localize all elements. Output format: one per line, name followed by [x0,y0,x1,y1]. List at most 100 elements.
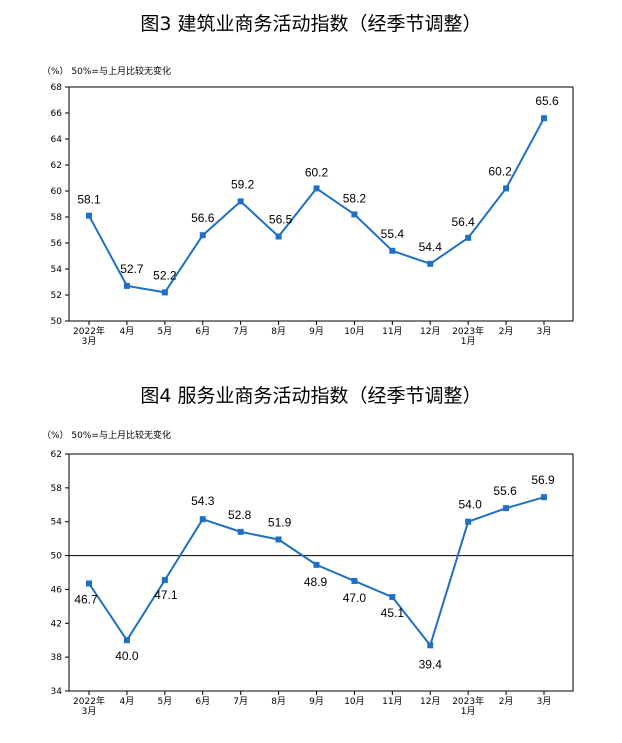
data-label: 54.3 [191,494,215,508]
data-label: 52.8 [228,508,252,522]
y-tick-label: 58 [51,213,63,223]
data-label: 65.6 [535,94,559,108]
data-label: 40.0 [115,649,139,663]
data-label: 52.7 [120,262,144,276]
data-label: 56.5 [269,213,293,227]
x-tick-label: 7月 [233,696,248,707]
x-tick-label: 2023年 [452,695,484,707]
y-tick-label: 68 [51,83,63,93]
data-label: 58.1 [77,193,101,207]
x-tick-label: 1月 [461,336,476,347]
data-point [465,234,472,241]
data-label: 47.0 [343,591,367,605]
data-point [313,185,320,192]
y-tick-label: 46 [51,585,63,595]
data-label: 58.2 [343,191,367,205]
y-axis-ticks: 34 38 42 46 50 54 58 62 [51,450,69,697]
x-tick-label: 11月 [382,326,402,337]
series-path [88,117,545,294]
x-tick-label: 8月 [271,696,286,707]
data-points [86,115,547,296]
chart-note: （%） 50%=与上月比较无变化 [42,65,171,77]
data-point [275,233,282,240]
data-point [275,536,282,543]
data-point [237,198,244,205]
data-label: 59.2 [231,177,255,191]
data-point [86,212,92,219]
data-point [427,642,434,649]
data-label: 56.6 [191,211,215,225]
y-tick-label: 64 [51,135,63,145]
x-tick-label: 9月 [309,326,324,337]
y-tick-label: 54 [51,265,63,275]
y-tick-label: 50 [51,317,63,327]
data-point [199,516,206,523]
y-tick-label: 62 [51,450,62,460]
data-point [313,561,320,568]
x-tick-label: 3月 [82,336,97,347]
data-label: 46.7 [74,593,98,607]
x-tick-label: 6月 [195,326,210,337]
data-label: 52.2 [153,268,177,282]
x-tick-label: 2月 [499,326,514,337]
y-tick-label: 60 [51,187,63,197]
data-label: 54.4 [419,240,443,254]
data-label: 54.0 [458,498,482,512]
data-point [465,518,472,525]
data-point [427,260,434,267]
data-point [123,282,130,289]
y-axis-ticks: 50 52 54 56 58 60 62 64 66 68 [51,83,69,327]
data-points [86,494,547,649]
data-label: 55.6 [493,484,517,498]
y-tick-label: 38 [51,653,63,663]
x-tick-label: 12月 [420,326,440,337]
data-point [237,528,244,535]
data-point [541,494,547,501]
chart-title: 图3 建筑业商务活动指数（经季节调整） [140,13,481,35]
data-point [503,185,510,192]
series-line [88,117,545,294]
data-label: 60.2 [488,164,512,178]
y-tick-label: 66 [51,109,63,119]
data-point [389,247,396,254]
data-label: 56.9 [531,473,555,487]
data-point [123,637,130,644]
data-label: 60.2 [305,165,329,179]
construction-chart: 图3 建筑业商务活动指数（经季节调整） （%） 50%=与上月比较无变化 50 5… [42,13,574,347]
x-tick-label: 12月 [420,696,440,707]
x-tick-label: 2022年 [73,695,105,707]
x-tick-label: 3月 [82,706,97,717]
x-tick-label: 3月 [537,696,552,707]
x-tick-label: 1月 [461,706,476,717]
y-tick-label: 56 [51,239,63,249]
data-point [86,580,92,587]
data-labels: 46.7 40.0 47.1 54.3 52.8 51.9 48.9 47.0 45.1 39.4… [74,473,555,671]
plot-frame [68,453,574,692]
x-tick-label: 9月 [309,696,324,707]
x-tick-label: 4月 [120,696,135,707]
y-tick-label: 62 [51,161,62,171]
y-tick-label: 58 [51,484,63,494]
data-point [161,577,168,584]
services-chart: 图4 服务业商务活动指数（经季节调整） （%） 50%=与上月比较无变化 343… [42,385,574,717]
data-point [199,232,206,239]
data-labels: 58.1 52.7 52.2 56.6 59.2 56.5 60.2 58.2 55.4 54.4… [77,94,559,282]
series-line [88,496,545,647]
data-label: 45.1 [381,606,405,620]
data-label: 47.1 [154,588,178,602]
data-label: 39.4 [419,657,443,671]
x-tick-label: 10月 [344,696,364,707]
chart-note: （%） 50%=与上月比较无变化 [42,429,171,441]
data-point [389,594,396,601]
x-tick-label: 2月 [499,696,514,707]
x-tick-label: 7月 [233,326,248,337]
x-tick-label: 3月 [537,326,552,337]
x-tick-label: 2022年 [73,325,105,337]
x-tick-label: 4月 [120,326,135,337]
x-tick-label: 11月 [382,696,402,707]
data-label: 51.9 [268,515,292,529]
data-label: 56.4 [451,215,475,229]
